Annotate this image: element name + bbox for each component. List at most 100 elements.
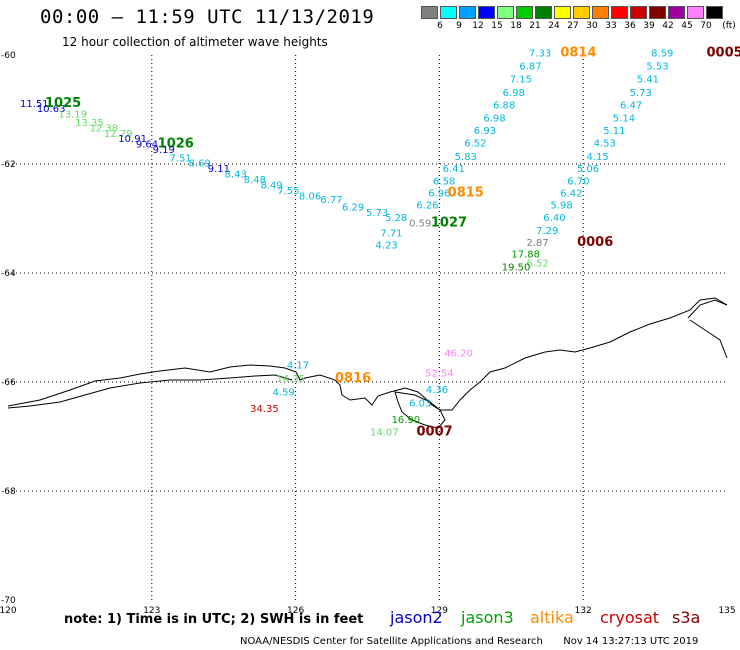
lon-tick-label: 120 (0, 606, 17, 616)
wave-height-label: 5.11 (603, 126, 625, 137)
wave-height-label: 6.98 (503, 88, 525, 99)
wave-height-label: 5.98 (550, 201, 572, 212)
legend-value-label: 70 (700, 21, 712, 31)
footer-note: note: 1) Time is in UTC; 2) SWH is in fe… (64, 612, 364, 627)
legend-value-label: 6 (437, 21, 443, 31)
wave-height-label: 6.47 (620, 100, 642, 111)
legend-value-label: 9 (456, 21, 462, 31)
wave-height-label: 13.19 (58, 110, 87, 121)
wave-height-label: 7.15 (510, 74, 532, 85)
wave-height-label: 10.91 (118, 134, 147, 145)
lon-tick-label: 123 (143, 606, 160, 616)
wave-height-label: 5.83 (455, 152, 477, 163)
pass-time-label: 1025 (45, 96, 81, 111)
wave-height-label: 5.73 (366, 208, 388, 219)
wave-height-label: 34.35 (250, 404, 279, 415)
wave-height-label: 11.51 (20, 99, 49, 110)
wave-height-label: 9.19 (153, 145, 175, 156)
legend-swatch (592, 6, 609, 19)
satellite-name-jason3: jason3 (461, 608, 514, 627)
wave-height-label: 9.11 (208, 164, 230, 175)
legend-value-label: 12 (472, 21, 484, 31)
legend-swatch (611, 6, 628, 19)
satellite-name-s3a: s3a (672, 608, 701, 627)
legend-value-label: 24 (548, 21, 560, 31)
legend-swatch (687, 6, 704, 19)
wave-height-label: 4.59 (272, 388, 294, 399)
wave-height-label: 5.41 (637, 74, 659, 85)
pass-time-label: 0815 (448, 186, 484, 201)
legend-swatch (497, 6, 514, 19)
satellite-name-altika: altika (530, 608, 574, 627)
pass-time-label: 0006 (577, 235, 613, 250)
wave-height-label: 19.50 (502, 262, 531, 273)
wave-height-label: 10.63 (37, 104, 66, 115)
wave-height-label: 6.52 (527, 258, 549, 269)
footer-credit: NOAA/NESDIS Center for Satellite Applica… (240, 636, 698, 647)
wave-height-label: 6.87 (519, 62, 541, 73)
wave-height-label: 8.43 (225, 170, 247, 181)
legend-swatch (440, 6, 457, 19)
wave-height-label: 8.59 (651, 49, 673, 60)
lat-tick-label: -66 (1, 378, 16, 388)
wave-height-label: 6.03 (409, 399, 431, 410)
legend-unit-label: (ft) (722, 21, 736, 31)
wave-height-label: 6.40 (543, 213, 565, 224)
legend-swatch (706, 6, 723, 19)
wave-height-label: 12.38 (90, 123, 119, 134)
pass-time-label: 1027 (431, 216, 467, 231)
wave-height-label: 4.15 (586, 152, 608, 163)
legend-value-label: 42 (662, 21, 674, 31)
wave-height-label: 8.06 (299, 191, 321, 202)
wave-height-label: 13.35 (75, 118, 104, 129)
wave-height-label: 6.96 (428, 189, 450, 200)
legend-value-label: 15 (491, 21, 503, 31)
wave-height-label: 6.70 (567, 177, 589, 188)
legend-swatch (649, 6, 666, 19)
wave-height-label: 6.88 (493, 100, 515, 111)
wave-height-label: 6.26 (416, 201, 438, 212)
wave-height-label: 16.90 (392, 415, 421, 426)
wave-height-label: 7.71 (380, 228, 402, 239)
lat-tick-label: -70 (1, 596, 16, 606)
pass-time-label: 0007 (417, 424, 453, 439)
wave-height-label: 5.14 (613, 113, 635, 124)
wave-height-label: 5.73 (630, 88, 652, 99)
wave-height-label: 7.29 (536, 226, 558, 237)
wave-height-label: 6.52 (464, 139, 486, 150)
wave-height-label: 6.41 (443, 164, 465, 175)
legend-swatch (421, 6, 438, 19)
coastline-inner (7, 374, 293, 409)
wave-height-label: 7.55 (277, 186, 299, 197)
legend-swatch (668, 6, 685, 19)
legend-swatch (516, 6, 533, 19)
wave-height-label: 4.17 (287, 360, 309, 371)
legend-value-label: 30 (586, 21, 598, 31)
wave-height-label: 9.64 (136, 140, 158, 151)
timestamp-text: Nov 14 13:27:13 UTC 2019 (563, 636, 699, 647)
wave-height-label: 52.54 (425, 369, 454, 380)
pass-time-label: 0816 (335, 371, 371, 386)
wave-height-label: 5.06 (577, 164, 599, 175)
wave-height-label: 4.36 (426, 385, 448, 396)
lon-tick-label: 129 (431, 606, 448, 616)
wave-height-label: 2.87 (527, 238, 549, 249)
page-title: 00:00 – 11:59 UTC 11/13/2019 (40, 6, 375, 28)
legend-swatch (459, 6, 476, 19)
wave-height-label: 4.23 (376, 240, 398, 251)
wave-height-label: 4.53 (594, 139, 616, 150)
satellite-name-cryosat: cryosat (600, 608, 660, 627)
pass-time-label: 0814 (560, 46, 596, 61)
lat-tick-label: -60 (1, 51, 16, 61)
wave-height-label: 7.51 (169, 153, 191, 164)
coastline (7, 297, 728, 411)
wave-height-label: 6.29 (342, 202, 364, 213)
legend-value-label: 45 (681, 21, 693, 31)
wave-height-label: 6.58 (433, 177, 455, 188)
wave-height-label: 8.48 (244, 175, 266, 186)
wave-height-label: 5.53 (646, 62, 668, 73)
wave-height-label: 7.33 (529, 49, 551, 60)
lon-tick-label: 132 (575, 606, 592, 616)
